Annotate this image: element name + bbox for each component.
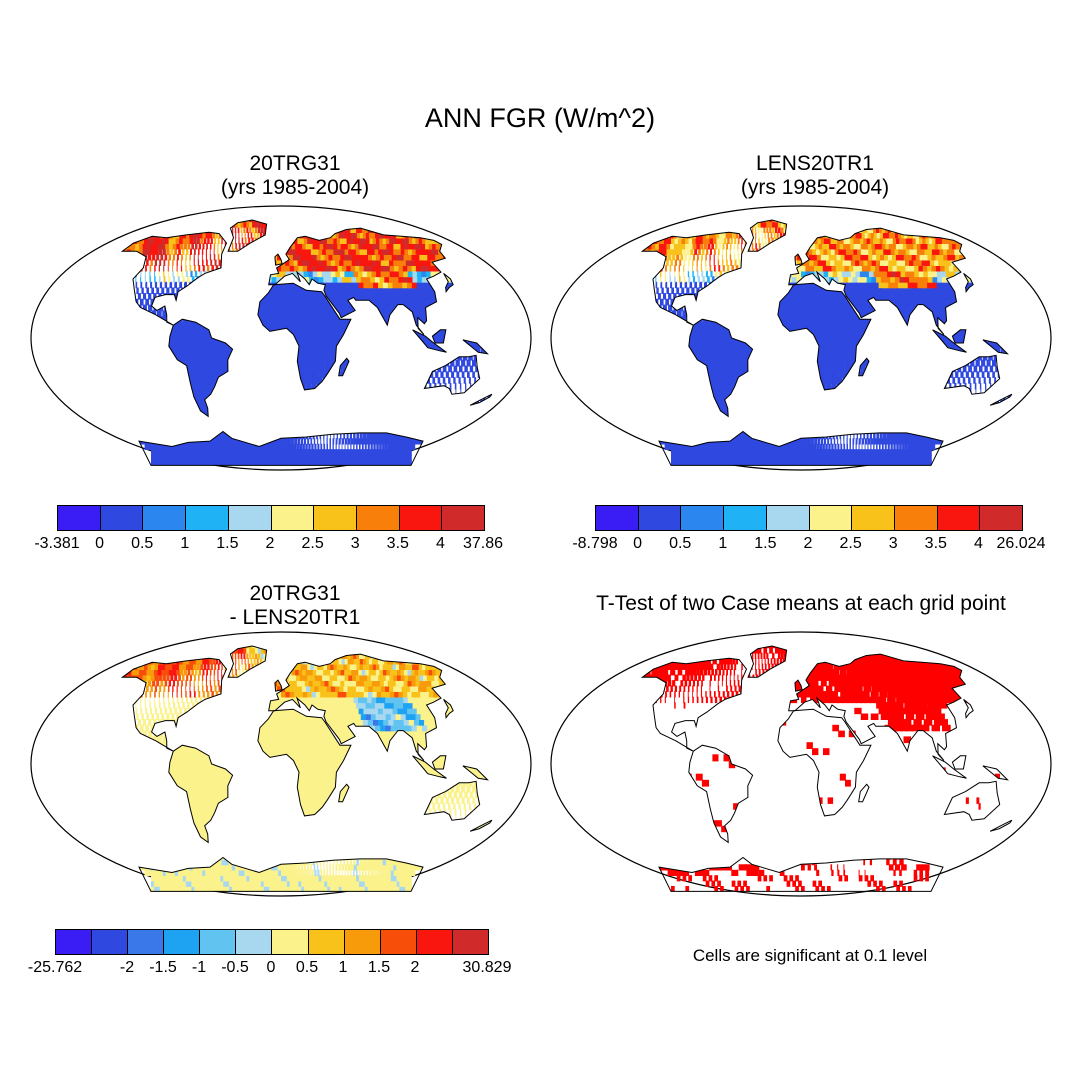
colorbar-tick-label: 1.5 bbox=[754, 535, 777, 552]
colorbar-swatch bbox=[766, 506, 810, 530]
colorbar-swatch bbox=[809, 506, 853, 530]
colorbar-tick-label: 2 bbox=[410, 959, 420, 976]
panel-2-map bbox=[550, 205, 1052, 471]
significance-note: Cells are significant at 0.1 level bbox=[692, 946, 928, 965]
colorbar-swatch bbox=[314, 506, 357, 530]
colorbar-tick-label: 0.5 bbox=[295, 959, 319, 976]
colorbar-swatch bbox=[356, 506, 400, 530]
colorbar-swatch bbox=[442, 506, 485, 530]
colorbar-swatch bbox=[228, 506, 272, 530]
colorbar-tick-label: 4 bbox=[435, 535, 445, 552]
map-frame bbox=[30, 205, 532, 471]
colorbar-swatch bbox=[272, 930, 309, 954]
coastlines bbox=[640, 219, 1013, 466]
colorbar-tick-label: 0 bbox=[95, 535, 105, 552]
colorbar-swatch bbox=[56, 930, 93, 954]
colorbar-tick-label: 0 bbox=[266, 959, 276, 976]
panel-2-colorbar-labels: -8.798 0 0.5 1 1.5 2 2.5 3 3.5 4 26.024 bbox=[572, 535, 1045, 555]
colorbar-tick-label: -25.762 bbox=[27, 959, 83, 976]
colorbar-tick-label: 1.5 bbox=[216, 535, 239, 552]
panel-2-title-line2: (yrs 1985-2004) bbox=[740, 176, 890, 199]
colorbar-tick-label: -2 bbox=[119, 959, 135, 976]
colorbar-tick-label: 0.5 bbox=[131, 535, 154, 552]
colorbar-tick-label: 0.5 bbox=[669, 535, 692, 552]
colorbar-swatch bbox=[980, 506, 1023, 530]
panel-1-colorbar-labels: -3.381 0 0.5 1 1.5 2 2.5 3 3.5 4 37.86 bbox=[34, 535, 503, 555]
figure-title: ANN FGR (W/m^2) bbox=[424, 103, 656, 133]
colorbar-swatch bbox=[724, 506, 767, 530]
panel-1-colorbar bbox=[57, 505, 485, 531]
coastlines bbox=[120, 645, 493, 892]
panel-1-map bbox=[30, 205, 532, 471]
colorbar-swatch bbox=[236, 930, 273, 954]
colorbar-tick-label: -3.381 bbox=[34, 535, 80, 552]
colorbar-swatch bbox=[852, 506, 895, 530]
map-frame bbox=[550, 631, 1052, 897]
colorbar-swatch bbox=[894, 506, 938, 530]
colorbar-swatch bbox=[128, 930, 165, 954]
panel-2-title-line1: LENS20TR1 bbox=[756, 152, 874, 175]
colorbar-tick-label: 1 bbox=[180, 535, 190, 552]
panel-3-title-line1: 20TRG31 bbox=[249, 582, 341, 605]
coastlines bbox=[120, 219, 493, 466]
colorbar-tick-label: 2 bbox=[265, 535, 275, 552]
colorbar-swatch bbox=[416, 930, 453, 954]
colorbar-tick-label: 3 bbox=[888, 535, 898, 552]
colorbar-swatch bbox=[452, 930, 488, 954]
panel-4-title: T-Test of two Case means at each grid po… bbox=[545, 592, 1057, 616]
colorbar-swatch bbox=[164, 930, 201, 954]
colorbar-swatch bbox=[399, 506, 443, 530]
panel-1-title-line1: 20TRG31 bbox=[249, 152, 341, 175]
colorbar-swatch bbox=[58, 506, 101, 530]
colorbar-tick-label: 3 bbox=[350, 535, 360, 552]
colorbar-swatch bbox=[638, 506, 682, 530]
panel-3-title-line2: - LENS20TR1 bbox=[229, 606, 361, 629]
colorbar-swatch bbox=[143, 506, 187, 530]
colorbar-swatch bbox=[937, 506, 981, 530]
colorbar-tick-label: 37.86 bbox=[462, 535, 504, 552]
colorbar-tick-label: 2 bbox=[803, 535, 813, 552]
colorbar-swatch bbox=[308, 930, 345, 954]
map-frame bbox=[550, 205, 1052, 471]
map-frame bbox=[30, 631, 532, 897]
colorbar-swatch bbox=[200, 930, 237, 954]
colorbar-tick-label: 3.5 bbox=[386, 535, 409, 552]
colorbar-tick-label: 30.829 bbox=[462, 959, 512, 976]
colorbar-swatch bbox=[380, 930, 417, 954]
colorbar-tick-label: 4 bbox=[973, 535, 983, 552]
colorbar-tick-label: -1.5 bbox=[149, 959, 177, 976]
panel-1-title-line2: (yrs 1985-2004) bbox=[220, 176, 370, 199]
colorbar-swatch bbox=[271, 506, 315, 530]
colorbar-tick-label: 1.5 bbox=[367, 959, 391, 976]
colorbar-swatch bbox=[344, 930, 381, 954]
panel-3-title: 20TRG31 - LENS20TR1 bbox=[45, 582, 545, 630]
colorbar-tick-label: 0 bbox=[633, 535, 643, 552]
colorbar-tick-label: 1 bbox=[338, 959, 348, 976]
colorbar-tick-label: 26.024 bbox=[996, 535, 1046, 552]
colorbar-tick-label: 2.5 bbox=[301, 535, 324, 552]
colorbar-swatch bbox=[186, 506, 229, 530]
colorbar-tick-label: -1 bbox=[191, 959, 207, 976]
panel-3-map bbox=[30, 631, 532, 897]
colorbar-swatch bbox=[681, 506, 725, 530]
panel-1-title: 20TRG31 (yrs 1985-2004) bbox=[45, 152, 545, 200]
colorbar-tick-label: -0.5 bbox=[221, 959, 249, 976]
panel-2-colorbar bbox=[595, 505, 1023, 531]
colorbar-swatch bbox=[596, 506, 639, 530]
colorbar-tick-label: 3.5 bbox=[924, 535, 947, 552]
coastlines bbox=[640, 645, 1013, 892]
colorbar-tick-label: -8.798 bbox=[572, 535, 618, 552]
colorbar-swatch bbox=[100, 506, 144, 530]
panel-4-title-line1: T-Test of two Case means at each grid po… bbox=[596, 592, 1006, 615]
panel-2-title: LENS20TR1 (yrs 1985-2004) bbox=[565, 152, 1065, 200]
colorbar-tick-label: 2.5 bbox=[839, 535, 862, 552]
panel-3-colorbar bbox=[55, 929, 489, 955]
panel-3-colorbar-labels: -25.762 -2 -1.5 -1 -0.5 0 0.5 1 1.5 2 30.829 bbox=[28, 959, 512, 979]
colorbar-swatch bbox=[92, 930, 129, 954]
colorbar-tick-label: 1 bbox=[718, 535, 728, 552]
panel-4-map bbox=[550, 631, 1052, 897]
